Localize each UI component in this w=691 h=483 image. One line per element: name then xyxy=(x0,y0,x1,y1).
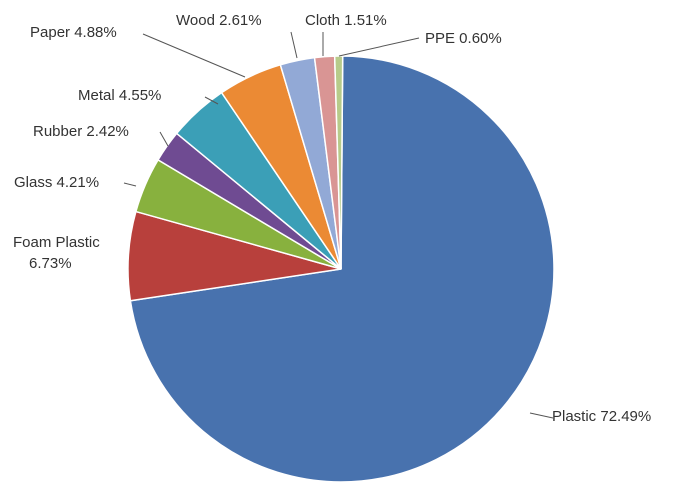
slice-label-rubber: Rubber 2.42% xyxy=(33,123,129,140)
slice-label-paper: Paper 4.88% xyxy=(30,24,117,41)
pie-slices xyxy=(127,55,555,483)
slice-label-plastic: Plastic 72.49% xyxy=(552,408,651,425)
pie-slice-plastic xyxy=(129,55,555,483)
slice-label-glass: Glass 4.21% xyxy=(14,174,99,191)
slice-label-ppe: PPE 0.60% xyxy=(425,30,502,47)
leader-line-metal xyxy=(204,96,219,105)
slice-label-foam-plastic: Foam Plastic 6.73% xyxy=(13,234,100,272)
leader-lines xyxy=(123,31,554,419)
leader-line-paper xyxy=(142,33,246,78)
slice-label-wood: Wood 2.61% xyxy=(176,12,262,29)
leader-line-wood xyxy=(290,31,298,59)
pie-slice-ppe xyxy=(333,55,344,270)
slice-labels: Plastic 72.49% Foam Plastic 6.73% Glass 4.2… xyxy=(13,12,651,425)
slice-label-metal: Metal 4.55% xyxy=(78,87,161,104)
leader-line-plastic xyxy=(529,412,554,419)
leader-line-ppe xyxy=(338,37,420,57)
slice-label-cloth: Cloth 1.51% xyxy=(305,12,387,29)
leader-line-glass xyxy=(123,182,137,187)
leader-line-rubber xyxy=(159,131,169,147)
